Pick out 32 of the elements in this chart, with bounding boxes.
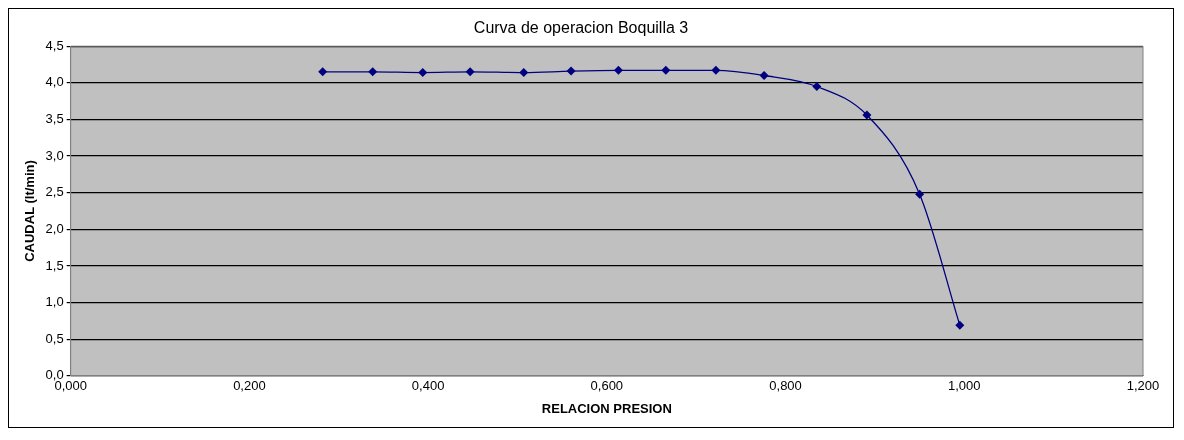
point xyxy=(519,68,529,78)
point xyxy=(955,320,965,330)
x-tick-label: 0,400 xyxy=(411,378,445,394)
y-tick-label: 3,5 xyxy=(45,111,64,127)
y-tick-label: 1,0 xyxy=(45,294,64,310)
point xyxy=(812,81,822,91)
x-axis-title: RELACION PRESION xyxy=(541,400,672,416)
point xyxy=(465,67,475,77)
x-tick-label: 0,600 xyxy=(590,378,624,394)
x-tick-label: 1,000 xyxy=(948,378,981,394)
chart-title: Curva de operacion Boquilla 3 xyxy=(473,19,689,37)
y-tick-label: 0,5 xyxy=(45,330,64,346)
y-axis-title: CAUDAL (lt/min) xyxy=(22,160,38,262)
point xyxy=(368,67,378,77)
y-tick-label: 1,5 xyxy=(45,257,64,273)
x-tick-label: 1,200 xyxy=(1126,378,1160,394)
point xyxy=(862,110,872,120)
y-tick-label: 3,0 xyxy=(45,147,64,163)
point xyxy=(418,68,428,78)
y-tick-label: 4,0 xyxy=(45,74,64,90)
x-tick-label: 0,800 xyxy=(769,378,802,394)
point xyxy=(613,65,623,75)
point xyxy=(759,71,769,80)
y-tick-label: 2,5 xyxy=(45,184,64,200)
point xyxy=(566,66,576,76)
y-tick-label: 4,5 xyxy=(45,37,64,53)
point xyxy=(711,65,721,75)
x-tick-label: 0,200 xyxy=(233,378,266,394)
point xyxy=(661,65,671,75)
point xyxy=(915,189,925,199)
point xyxy=(318,67,328,77)
y-tick-label: 2,0 xyxy=(45,220,64,236)
